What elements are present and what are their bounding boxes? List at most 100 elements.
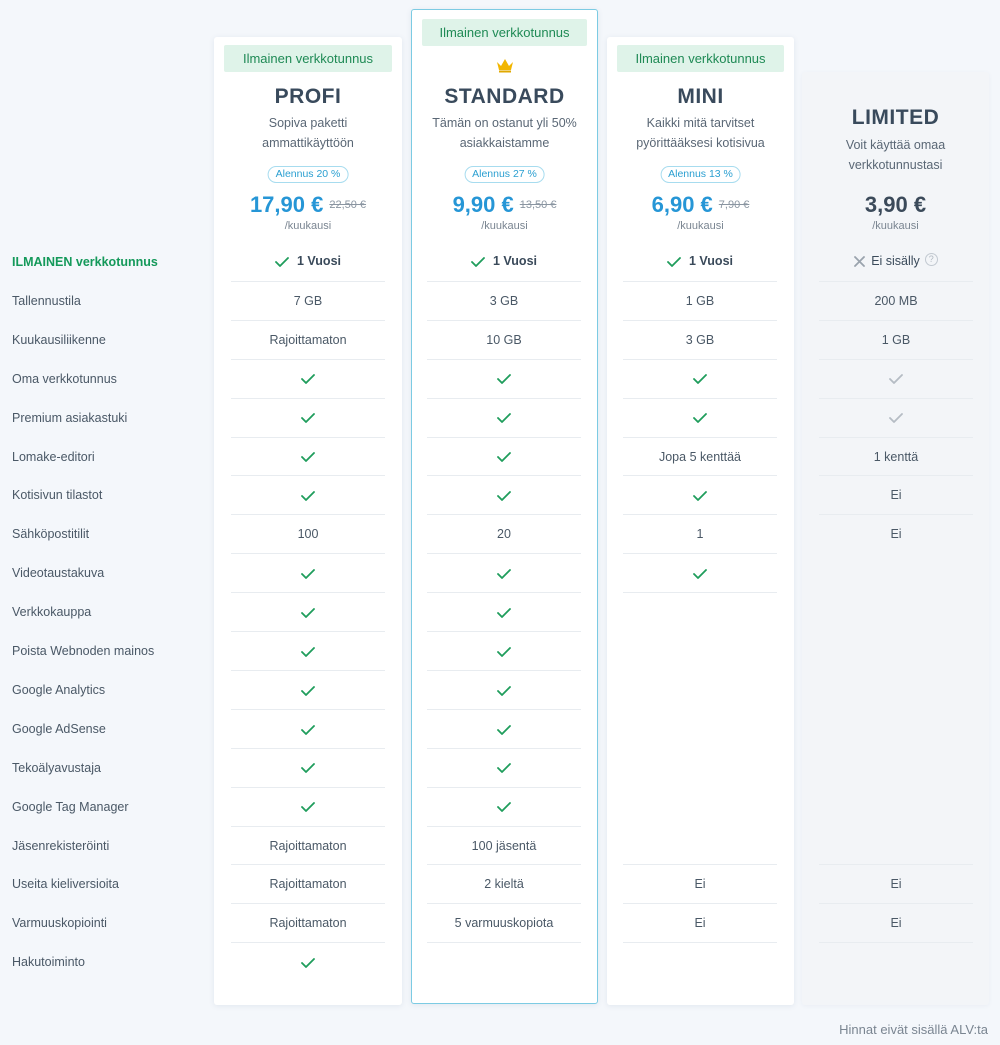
feature-cell: Ei: [623, 864, 777, 903]
check-icon: [497, 722, 511, 736]
cell-value: Ei sisälly: [871, 254, 920, 268]
cell-value: Ei: [890, 877, 902, 892]
feature-cell: 1 kenttä: [819, 436, 973, 476]
feature-cell: [231, 358, 385, 398]
feature-label: Tallennustila: [12, 293, 81, 308]
feature-cell: [231, 592, 385, 631]
check-icon: [301, 683, 315, 697]
cell-value: 1 Vuosi: [689, 254, 733, 268]
cell-value: Rajoittamaton: [269, 332, 347, 347]
cell-value: 3 GB: [489, 293, 519, 308]
free-domain-badge: Ilmainen verkkotunnus: [224, 45, 392, 72]
feature-cell: [819, 553, 973, 592]
feature-cell: [427, 708, 581, 748]
check-icon: [301, 722, 315, 736]
cross-icon: [854, 254, 871, 268]
cell-value: 1 GB: [881, 332, 911, 347]
feature-cell: Rajoittamaton: [231, 319, 385, 359]
feature-cell: [231, 786, 385, 826]
feature-cell: 1 Vuosi: [231, 242, 385, 281]
feature-cell: [819, 787, 973, 826]
price-period: /kuukausi: [481, 220, 528, 232]
feature-cell: 3 GB: [427, 280, 581, 320]
feature-label: Varmuuskopiointi: [12, 916, 107, 931]
feature-cell: [427, 358, 581, 398]
feature-cell: [623, 942, 777, 981]
feature-cell: [623, 787, 777, 826]
cell-value: 1 Vuosi: [297, 254, 341, 268]
feature-cell: 1 Vuosi: [427, 242, 581, 281]
old-price: 13,50 €: [519, 199, 557, 211]
check-icon: [301, 644, 315, 658]
check-icon: [301, 761, 315, 775]
cell-value: 1 Vuosi: [493, 254, 537, 268]
check-icon: [497, 450, 511, 464]
discount-badge: Alennus 20 %: [267, 166, 349, 183]
feature-cell: 1 Vuosi: [623, 242, 777, 281]
cell-value: 2 kieltä: [484, 877, 524, 892]
old-price: 22,50 €: [329, 199, 367, 211]
check-icon: [693, 372, 707, 386]
plan-card-standard[interactable]: Ilmainen verkkotunnus STANDARD Tämän on …: [411, 9, 598, 1004]
check-icon: [497, 644, 511, 658]
feature-cell: [231, 631, 385, 670]
cell-value: 5 varmuuskopiota: [454, 916, 554, 931]
check-icon: [301, 800, 315, 814]
price: 17,90 €: [249, 192, 324, 217]
feature-label: Poista Webnoden mainos: [12, 644, 155, 658]
help-icon[interactable]: ?: [924, 253, 938, 266]
cell-value: 10 GB: [486, 332, 522, 347]
feature-cell: [427, 669, 581, 709]
price-row: 3,90 €: [802, 192, 989, 218]
cell-value: 20: [497, 527, 511, 542]
feature-label: Hakutoiminto: [12, 955, 85, 970]
cell-value: 100 jäsentä: [471, 838, 537, 853]
feature-cell: [819, 358, 973, 398]
feature-cell: 20: [427, 514, 581, 553]
feature-cell: Ei: [623, 903, 777, 942]
plan-card-profi[interactable]: Ilmainen verkkotunnus PROFI Sopiva paket…: [214, 37, 402, 1005]
price-period: /kuukausi: [284, 220, 332, 232]
check-icon: [301, 372, 315, 386]
feature-cell: [623, 670, 777, 709]
plan-card-limited[interactable]: LIMITED Voit käyttää omaa verkkotunnustas…: [802, 72, 989, 1005]
feature-cell: [231, 708, 385, 748]
feature-cell: [231, 436, 385, 476]
feature-cell: 2 kieltä: [427, 864, 581, 903]
check-icon: [301, 450, 315, 464]
feature-cell: Rajoittamaton: [231, 903, 385, 942]
feature-cell: [427, 786, 581, 826]
cell-value: 1: [696, 527, 704, 542]
feature-cell: [231, 397, 385, 437]
feature-label: Oma verkkotunnus: [12, 371, 117, 386]
feature-cell: Rajoittamaton: [231, 825, 385, 865]
cell-value: Rajoittamaton: [269, 838, 347, 853]
plan-name: PROFI: [274, 85, 342, 108]
check-icon: [497, 488, 511, 502]
feature-cell: [819, 709, 973, 748]
feature-cell: [819, 942, 973, 981]
cell-value: Ei: [890, 916, 902, 931]
feature-cell: [427, 553, 581, 592]
feature-cell: [623, 553, 777, 592]
feature-cell: 3 GB: [623, 319, 777, 359]
price: 3,90 €: [864, 192, 927, 217]
feature-cell: [231, 942, 385, 981]
feature-label: ILMAINEN verkkotunnus: [12, 255, 158, 269]
plan-card-mini[interactable]: Ilmainen verkkotunnus MINI Kaikki mitä t…: [607, 37, 794, 1005]
feature-cell: 1 GB: [819, 319, 973, 359]
feature-cell: 200 MB: [819, 280, 973, 320]
check-icon: [497, 605, 511, 619]
cell-value: Ei: [694, 877, 706, 892]
feature-label: Kuukausiliikenne: [12, 332, 106, 347]
feature-cell: [427, 397, 581, 437]
check-icon: [275, 254, 289, 268]
cell-value: 3 GB: [685, 332, 715, 347]
check-icon: [497, 683, 511, 697]
feature-cell: [427, 436, 581, 476]
check-icon: [301, 411, 315, 425]
vat-note: Hinnat eivät sisällä ALV:ta: [839, 1022, 988, 1037]
check-icon: [497, 566, 511, 580]
feature-cell: Ei: [819, 903, 973, 942]
cell-value: 100: [297, 527, 319, 542]
